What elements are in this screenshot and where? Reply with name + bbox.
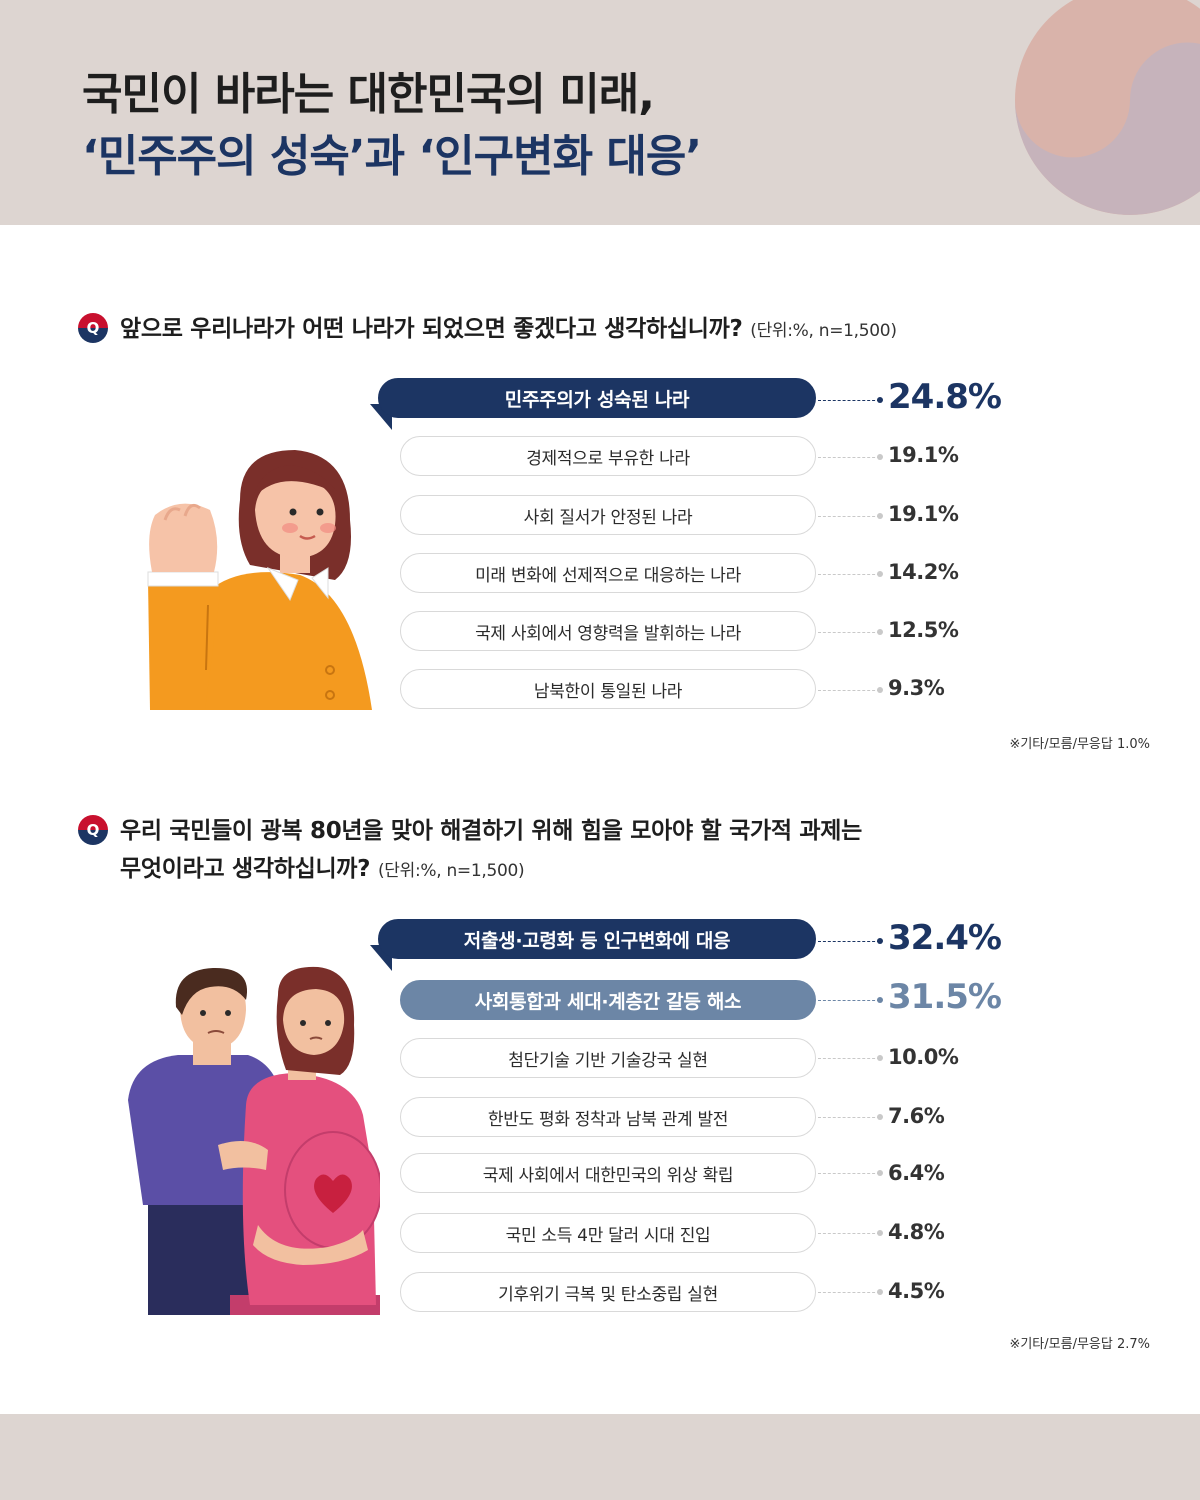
chart2-value-7: 4.5% [888,1279,945,1303]
chart2-bar-7: 기후위기 극복 및 탄소중립 실현 [400,1272,816,1312]
leader-line [818,1289,883,1295]
chart1-bar-6: 남북한이 통일된 나라 [400,669,816,709]
chart2-bar-2: 사회통합과 세대·계층간 갈등 해소 [400,980,816,1020]
chart1-value-6: 9.3% [888,676,945,700]
leader-line [818,1170,883,1176]
page-title: 국민이 바라는 대한민국의 미래, ‘민주주의 성숙’과 ‘인구변화 대응’ [82,69,702,182]
woman-fist-illustration [147,450,372,710]
q-badge-icon: Q [78,313,108,343]
leader-line [818,1230,883,1236]
chart2-bar-5: 국제 사회에서 대한민국의 위상 확립 [400,1153,816,1193]
footer-band [0,1414,1200,1500]
chart2-value-5: 6.4% [888,1161,945,1185]
header-banner: 국민이 바라는 대한민국의 미래, ‘민주주의 성숙’과 ‘인구변화 대응’ [0,0,1200,225]
chart2-value-2: 31.5% [888,977,1002,1017]
leader-line [818,571,883,577]
couple-illustration [128,966,380,1315]
leader-line [818,629,883,635]
chart2-bar-1: 저출생·고령화 등 인구변화에 대응 [378,919,816,959]
q-badge-icon: Q [78,815,108,845]
question-1-text: 앞으로 우리나라가 어떤 나라가 되었으면 좋겠다고 생각하십니까? [120,316,743,342]
chart2-bar-6: 국민 소득 4만 달러 시대 진입 [400,1213,816,1253]
chart2-note: ※기타/모름/무응답 2.7% [1009,1337,1150,1352]
chart2-bar-4: 한반도 평화 정착과 남북 관계 발전 [400,1097,816,1137]
chart2-value-1: 32.4% [888,918,1002,958]
leader-line [818,687,883,693]
leader-line [818,938,883,944]
leader-line [818,454,883,460]
question-2-line1: 우리 국민들이 광복 80년을 맞아 해결하기 위해 힘을 모아야 할 국가적 … [120,818,862,844]
chart2-value-6: 4.8% [888,1220,945,1244]
chart1-note: ※기타/모름/무응답 1.0% [1009,737,1150,752]
chart1-bar-3: 사회 질서가 안정된 나라 [400,495,816,535]
question-1: Q 앞으로 우리나라가 어떤 나라가 되었으면 좋겠다고 생각하십니까? (단위… [78,310,897,350]
leader-line [818,1055,883,1061]
chart1-value-1: 24.8% [888,377,1002,417]
chart1-bar-2: 경제적으로 부유한 나라 [400,436,816,476]
leader-line [818,513,883,519]
leader-line [818,1114,883,1120]
chart2-bar-3: 첨단기술 기반 기술강국 실현 [400,1038,816,1078]
chart1-bar-1: 민주주의가 성숙된 나라 [378,378,816,418]
question-2: Q 우리 국민들이 광복 80년을 맞아 해결하기 위해 힘을 모아야 할 국가… [78,812,862,890]
chart1-value-3: 19.1% [888,502,959,526]
chart1-value-4: 14.2% [888,560,959,584]
question-2-unit: (단위:%, n=1,500) [377,861,525,881]
question-1-unit: (단위:%, n=1,500) [750,321,897,341]
chart1-bar-4: 미래 변화에 선제적으로 대응하는 나라 [400,553,816,593]
chart2-value-3: 10.0% [888,1045,959,1069]
taegeuk-decoration [1015,0,1200,215]
question-2-line2: 무엇이라고 생각하십니까? [120,856,371,882]
leader-line [818,397,883,403]
leader-line [818,997,883,1003]
chart2-value-4: 7.6% [888,1104,945,1128]
chart1-value-2: 19.1% [888,443,959,467]
chart1-bar-5: 국제 사회에서 영향력을 발휘하는 나라 [400,611,816,651]
chart1-value-5: 12.5% [888,618,959,642]
